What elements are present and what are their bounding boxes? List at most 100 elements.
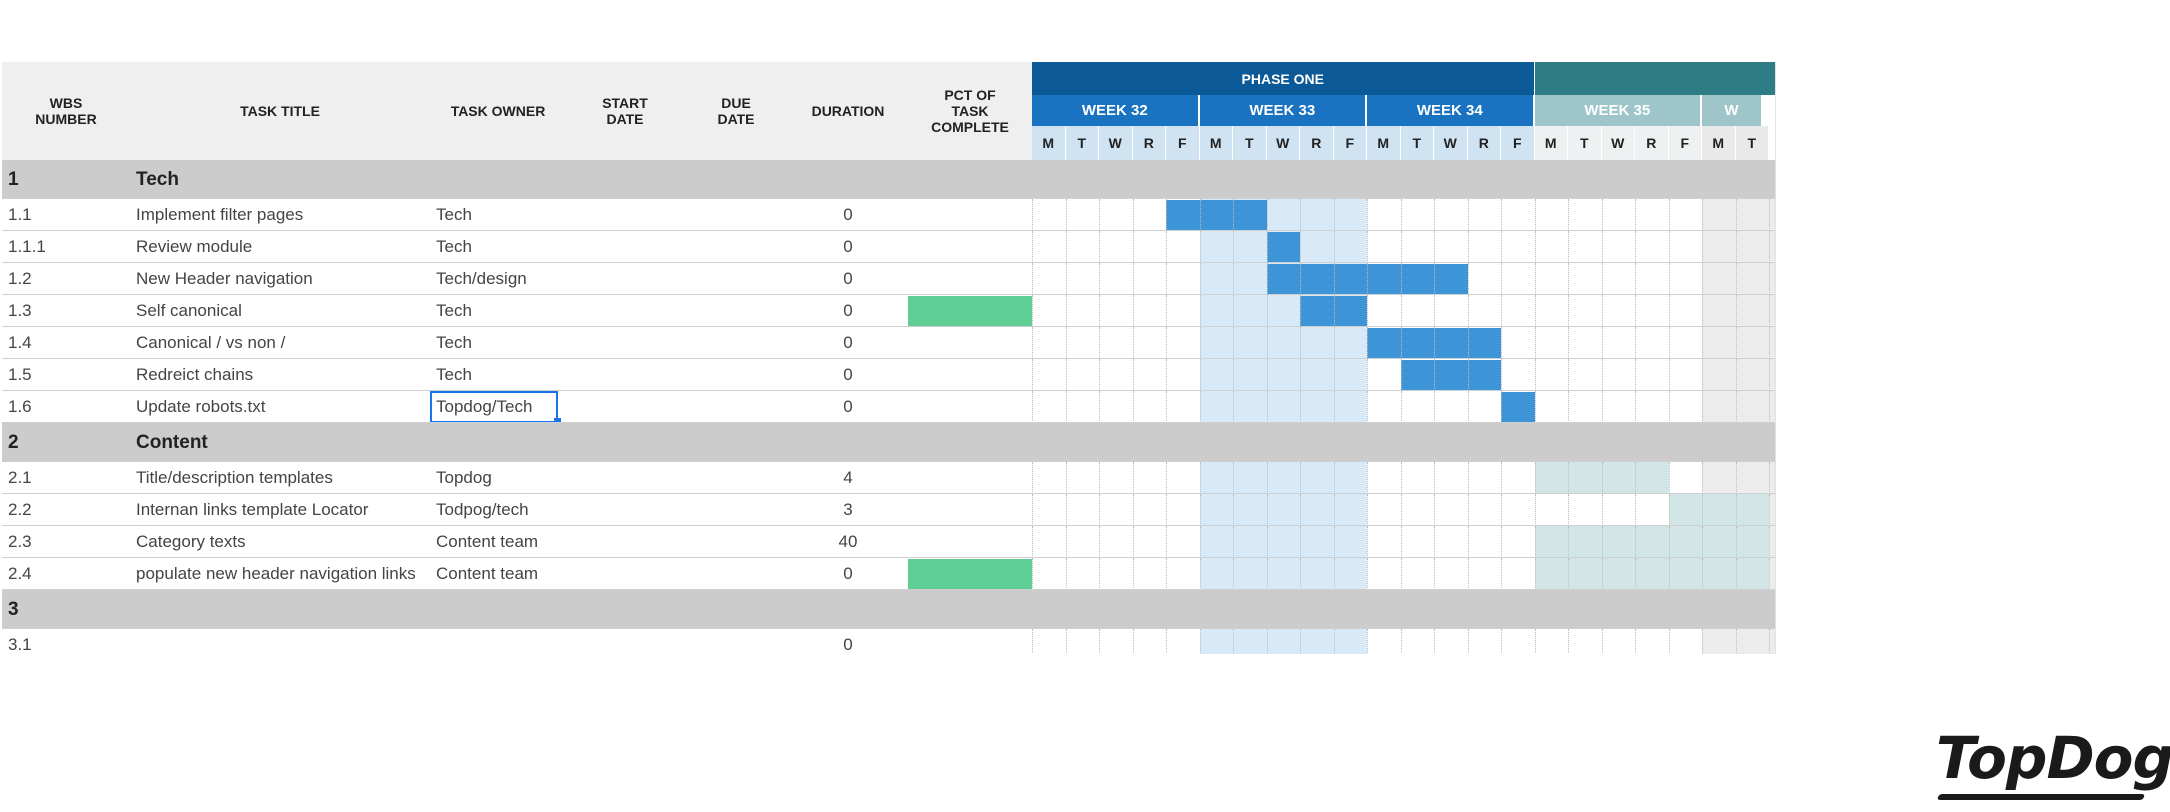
wbs-number[interactable]: 1.1.1 — [8, 237, 46, 256]
task-owner[interactable]: Content team — [436, 532, 539, 551]
pct-complete[interactable] — [908, 328, 1032, 359]
task-title[interactable] — [130, 629, 450, 654]
pct-complete[interactable] — [908, 527, 1032, 558]
column-header-due[interactable]: DUE DATE — [684, 62, 788, 160]
selection-handle[interactable] — [554, 418, 561, 425]
start-date[interactable] — [566, 494, 684, 526]
wbs-number[interactable]: 1.3 — [8, 301, 32, 320]
wbs-number[interactable]: 2.3 — [8, 532, 32, 551]
column-header-start[interactable]: START DATE — [566, 62, 684, 160]
task-owner[interactable]: Content team — [436, 564, 539, 583]
due-date[interactable] — [684, 199, 788, 231]
task-owner[interactable] — [430, 629, 558, 654]
day-gridline — [1702, 359, 1703, 391]
day-header: F — [1668, 126, 1702, 160]
pct-complete[interactable] — [908, 264, 1032, 295]
task-title[interactable]: populate new header navigation links — [136, 564, 416, 583]
wbs-number[interactable]: 1.5 — [8, 365, 32, 384]
duration-value[interactable]: 4 — [843, 468, 853, 487]
pct-complete[interactable] — [908, 392, 1032, 423]
duration-value[interactable]: 0 — [843, 333, 853, 352]
task-owner[interactable]: Tech/design — [436, 269, 527, 288]
task-owner[interactable]: Tech — [436, 365, 472, 384]
wbs-number[interactable]: 2.2 — [8, 500, 32, 519]
task-owner[interactable]: Tech — [436, 333, 472, 352]
task-owner[interactable]: Tech — [436, 237, 472, 256]
wbs-number[interactable]: 2.1 — [8, 468, 32, 487]
day-gridline — [1032, 359, 1033, 391]
column-header-pct[interactable]: PCT OF TASK COMPLETE — [908, 62, 1032, 160]
task-owner[interactable]: Topdog — [436, 468, 492, 487]
start-date[interactable] — [566, 263, 684, 295]
wbs-number[interactable]: 1.4 — [8, 333, 32, 352]
column-header-title[interactable]: TASK TITLE — [130, 62, 430, 160]
due-date[interactable] — [684, 526, 788, 558]
column-header-owner[interactable]: TASK OWNER — [430, 62, 566, 160]
start-date[interactable] — [566, 327, 684, 359]
task-title[interactable]: New Header navigation — [136, 269, 313, 288]
wbs-number[interactable]: 2.4 — [8, 564, 32, 583]
task-title[interactable]: Category texts — [136, 532, 246, 551]
wbs-number[interactable]: 3.1 — [8, 635, 32, 654]
task-title[interactable]: Self canonical — [136, 301, 242, 320]
pct-complete[interactable] — [908, 232, 1032, 263]
start-date[interactable] — [566, 462, 684, 494]
pct-complete[interactable] — [908, 630, 1032, 654]
duration-value[interactable]: 3 — [843, 500, 853, 519]
start-date[interactable] — [566, 526, 684, 558]
task-title[interactable]: Canonical / vs non / — [136, 333, 286, 352]
day-gridline — [1601, 263, 1603, 295]
wbs-number[interactable]: 1.6 — [8, 397, 32, 416]
due-date[interactable] — [684, 359, 788, 391]
column-header-wbs[interactable]: WBS NUMBER — [2, 62, 130, 160]
task-owner[interactable]: Todpog/tech — [436, 500, 529, 519]
duration-value[interactable]: 0 — [843, 205, 853, 224]
day-gridline — [1501, 558, 1502, 590]
task-title[interactable]: Implement filter pages — [136, 205, 304, 224]
start-date[interactable] — [566, 629, 684, 654]
due-date[interactable] — [684, 231, 788, 263]
day-gridline — [1769, 558, 1770, 590]
pct-complete[interactable] — [908, 495, 1032, 526]
duration-value[interactable]: 0 — [843, 237, 853, 256]
start-date[interactable] — [566, 359, 684, 391]
topdog-logo-icon: TopDog — [1932, 724, 2170, 812]
task-title[interactable]: Update robots.txt — [136, 397, 266, 416]
task-title[interactable]: Review module — [136, 237, 253, 256]
pct-complete[interactable] — [908, 463, 1032, 494]
duration-value[interactable]: 40 — [838, 532, 858, 551]
due-date[interactable] — [684, 629, 788, 654]
pct-complete[interactable] — [908, 200, 1032, 231]
pct-complete[interactable] — [908, 296, 1032, 327]
duration-value[interactable]: 0 — [843, 564, 853, 583]
task-title[interactable]: Title/description templates — [136, 468, 333, 487]
scroll-edge[interactable] — [1775, 62, 1776, 654]
task-owner[interactable]: Topdog/Tech — [430, 391, 558, 423]
start-date[interactable] — [566, 295, 684, 327]
task-title[interactable]: Redreict chains — [136, 365, 254, 384]
duration-value[interactable]: 0 — [843, 635, 853, 654]
due-date[interactable] — [684, 391, 788, 423]
column-header-duration[interactable]: DURATION — [788, 62, 908, 160]
pct-complete[interactable] — [908, 360, 1032, 391]
due-date[interactable] — [684, 462, 788, 494]
pct-complete[interactable] — [908, 559, 1032, 590]
duration-value[interactable]: 0 — [843, 301, 853, 320]
duration-value[interactable]: 0 — [843, 365, 853, 384]
task-title[interactable]: Internan links template Locator — [136, 500, 369, 519]
wbs-number[interactable]: 1.1 — [8, 205, 32, 224]
task-owner[interactable]: Tech — [436, 301, 472, 320]
due-date[interactable] — [684, 558, 788, 590]
due-date[interactable] — [684, 295, 788, 327]
start-date[interactable] — [566, 231, 684, 263]
start-date[interactable] — [566, 199, 684, 231]
start-date[interactable] — [566, 391, 684, 423]
due-date[interactable] — [684, 263, 788, 295]
start-date[interactable] — [566, 558, 684, 590]
task-owner[interactable]: Tech — [436, 205, 472, 224]
duration-value[interactable]: 0 — [843, 269, 853, 288]
due-date[interactable] — [684, 494, 788, 526]
duration-value[interactable]: 0 — [843, 397, 853, 416]
due-date[interactable] — [684, 327, 788, 359]
wbs-number[interactable]: 1.2 — [8, 269, 32, 288]
